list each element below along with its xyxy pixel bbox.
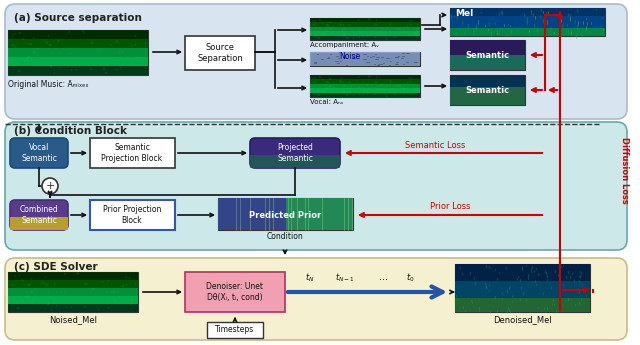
Bar [310, 79, 420, 84]
Bar [450, 17, 605, 28]
Bar [8, 66, 148, 75]
Bar [310, 31, 420, 36]
Bar [218, 198, 353, 230]
Bar [310, 18, 420, 40]
Bar [218, 198, 285, 230]
FancyArrowPatch shape [288, 286, 443, 297]
Bar [8, 39, 148, 48]
Bar [8, 272, 138, 312]
Bar [8, 48, 148, 57]
Bar [450, 87, 525, 105]
Text: Semantic
Projection Block: Semantic Projection Block [101, 143, 163, 163]
Text: Vocal
Semantic: Vocal Semantic [21, 143, 57, 163]
Bar [310, 84, 420, 88]
FancyBboxPatch shape [10, 200, 68, 230]
Text: $t_{N-1}$: $t_{N-1}$ [335, 271, 355, 284]
Text: $t_0$: $t_0$ [406, 271, 414, 284]
Bar [450, 75, 525, 105]
Bar [310, 75, 420, 79]
Bar [8, 272, 138, 280]
Text: ...: ... [378, 272, 387, 282]
Text: Mel: Mel [455, 9, 473, 18]
Text: Predicted Prior: Predicted Prior [249, 210, 321, 219]
FancyBboxPatch shape [185, 272, 285, 312]
Text: (b) Condition Block: (b) Condition Block [14, 126, 127, 136]
Bar [455, 298, 590, 312]
Bar [450, 75, 525, 87]
Bar [450, 40, 525, 70]
Bar [455, 281, 590, 298]
Bar [10, 217, 68, 230]
Text: Prior Loss: Prior Loss [429, 202, 470, 211]
Text: (c) SDE Solver: (c) SDE Solver [14, 262, 98, 272]
FancyBboxPatch shape [5, 122, 627, 250]
Bar [455, 264, 590, 312]
Text: Timesteps: Timesteps [216, 325, 255, 335]
Bar [8, 57, 148, 66]
FancyBboxPatch shape [207, 322, 263, 338]
Bar [310, 36, 420, 40]
Bar [450, 8, 605, 17]
Text: Denoised_Mel: Denoised_Mel [493, 315, 552, 324]
FancyBboxPatch shape [10, 138, 68, 168]
Text: Diffusion Loss: Diffusion Loss [621, 137, 630, 203]
Text: Semantic: Semantic [465, 86, 509, 95]
Bar [450, 28, 605, 36]
Text: Condition: Condition [267, 232, 303, 241]
Text: Noised_Mel: Noised_Mel [49, 315, 97, 324]
FancyBboxPatch shape [5, 258, 627, 340]
Bar [450, 55, 525, 70]
FancyBboxPatch shape [250, 138, 340, 168]
Bar [310, 88, 420, 92]
FancyBboxPatch shape [90, 138, 175, 168]
Text: Original Music: Aₘᵢₓₑₓ: Original Music: Aₘᵢₓₑₓ [8, 80, 88, 89]
Text: Combined
Semantic: Combined Semantic [20, 205, 58, 225]
Circle shape [42, 178, 58, 194]
Bar [8, 30, 148, 39]
FancyBboxPatch shape [5, 4, 627, 119]
Text: Projected
Semantic: Projected Semantic [277, 143, 313, 163]
Bar [310, 52, 420, 66]
Text: Denoiser: Unet
Dθ(Xᵢ, tᵢ, cond): Denoiser: Unet Dθ(Xᵢ, tᵢ, cond) [207, 282, 264, 302]
Bar [310, 92, 420, 97]
FancyBboxPatch shape [90, 200, 175, 230]
FancyBboxPatch shape [185, 36, 255, 70]
Text: Semantic Loss: Semantic Loss [405, 141, 465, 150]
Text: Source
Separation: Source Separation [197, 43, 243, 63]
Bar [310, 52, 420, 66]
Bar [8, 304, 138, 312]
Bar [310, 22, 420, 27]
Bar [450, 8, 605, 36]
Text: Noise: Noise [339, 52, 360, 61]
Bar [310, 75, 420, 97]
Bar [455, 264, 590, 281]
Bar [250, 155, 340, 168]
Bar [310, 18, 420, 22]
Text: Accompaniment: Aᵥ: Accompaniment: Aᵥ [310, 42, 379, 48]
Text: +: + [45, 181, 54, 191]
Text: Vocal: Aₙᵥ: Vocal: Aₙᵥ [310, 99, 344, 105]
Bar [8, 30, 148, 75]
Bar [450, 40, 525, 55]
Text: $t_N$: $t_N$ [305, 271, 315, 284]
Text: (a) Source separation: (a) Source separation [14, 13, 142, 23]
Text: Prior Projection
Block: Prior Projection Block [103, 205, 161, 225]
Bar [285, 198, 353, 230]
Bar [8, 280, 138, 288]
Text: Semantic: Semantic [465, 50, 509, 59]
Bar [8, 288, 138, 296]
Bar [8, 296, 138, 304]
Bar [310, 27, 420, 31]
